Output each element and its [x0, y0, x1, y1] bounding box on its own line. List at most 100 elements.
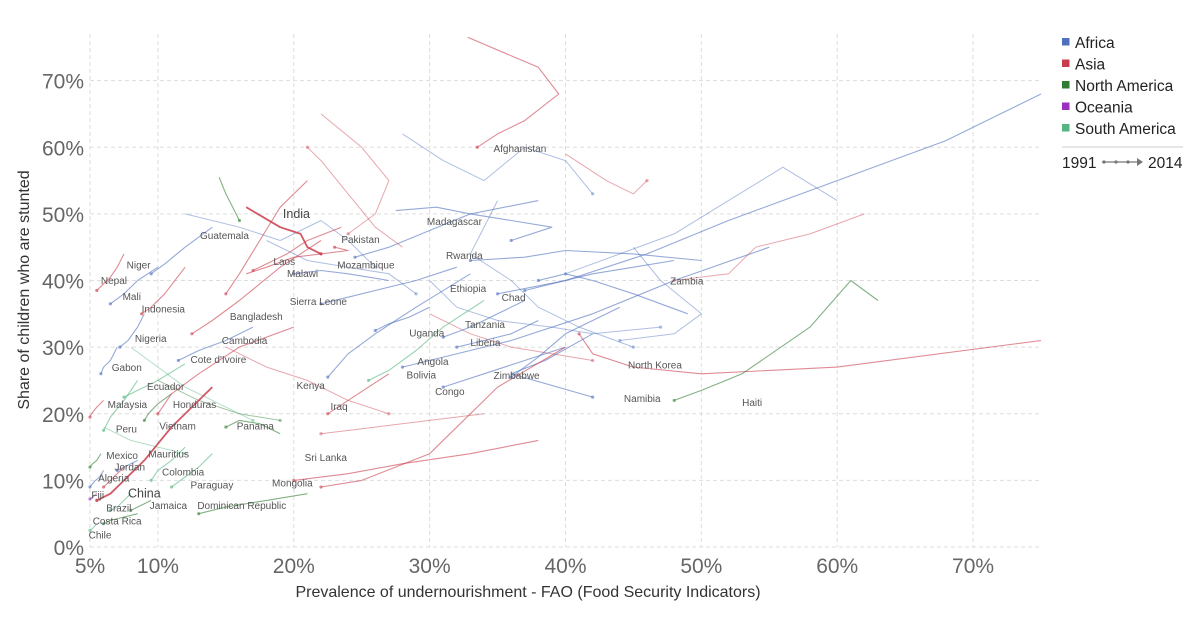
- country-line-costa-rica: [103, 513, 138, 525]
- x-tick-label: 10%: [137, 555, 179, 578]
- country-endpoint-india: [319, 252, 323, 256]
- country-endpoint-rwanda: [468, 258, 472, 263]
- legend-label-africa[interactable]: Africa: [1075, 35, 1115, 52]
- background-country-line: [402, 133, 594, 195]
- background-country-line: [157, 379, 281, 421]
- background-country-line: [565, 153, 648, 195]
- y-tick-label: 50%: [42, 204, 84, 227]
- country-label-zimbabwe: Zimbabwe: [493, 371, 540, 382]
- country-endpoint-malaysia: [88, 415, 92, 419]
- background-country-endpoint: [387, 412, 391, 416]
- background-country-line: [130, 346, 254, 421]
- country-line-nepal: [96, 253, 125, 291]
- background-country-line: [674, 213, 865, 281]
- country-endpoint-mozambique: [353, 255, 357, 259]
- country-label-chile: Chile: [89, 530, 112, 541]
- legend-label-south-america[interactable]: South America: [1075, 121, 1176, 138]
- country-line-zimbabwe: [510, 306, 621, 378]
- country-line-guatemala: [218, 176, 240, 221]
- background-country-line: [320, 113, 390, 235]
- country-line-mozambique: [354, 200, 539, 258]
- y-tick-label: 60%: [42, 137, 84, 160]
- legend-swatch-south-america[interactable]: [1062, 124, 1070, 132]
- country-label-afghanistan: Afghanistan: [493, 144, 546, 155]
- country-label-cote-d-ivoire: Cote d'Ivoire: [191, 355, 247, 366]
- country-line-colombia: [150, 446, 186, 481]
- y-tick-label: 0%: [54, 537, 84, 560]
- x-axis-title: Prevalence of undernourishment - FAO (Fo…: [295, 584, 760, 601]
- x-axis-ticks: 5% 10% 20% 30% 40% 50% 60% 70%: [75, 555, 994, 578]
- country-endpoint-honduras: [142, 418, 146, 423]
- legend-label-oceania[interactable]: Oceania: [1075, 100, 1133, 117]
- legend-label-north-america[interactable]: North America: [1075, 78, 1174, 95]
- country-line-chad: [524, 259, 675, 292]
- legend-swatch-oceania[interactable]: [1062, 102, 1070, 111]
- legend-label-asia[interactable]: Asia: [1075, 57, 1106, 74]
- country-line-north-korea: [578, 333, 1042, 375]
- background-country-line: [619, 246, 702, 341]
- y-tick-label: 20%: [42, 404, 84, 427]
- country-line-rwanda: [470, 249, 702, 262]
- country-endpoint-chad: [523, 288, 527, 293]
- country-label-sri-lanka: Sri Lanka: [305, 453, 348, 464]
- country-line-mexico: [89, 453, 102, 468]
- y-axis-ticks: 0% 10% 20% 30% 40% 50% 60% 70%: [42, 71, 84, 560]
- country-endpoint-fiji: [88, 497, 92, 501]
- time-legend: 1991 2014: [1062, 146, 1183, 172]
- country-line-bangladesh: [225, 180, 308, 295]
- background-country-line: [469, 200, 634, 348]
- country-endpoint-nepal: [95, 288, 99, 293]
- country-endpoint-kenya: [326, 375, 330, 379]
- country-label-mali: Mali: [123, 292, 141, 303]
- country-label-nigeria: Nigeria: [135, 334, 167, 345]
- country-line-kenya: [327, 273, 471, 378]
- country-line-namibia: [510, 333, 593, 398]
- legend-swatch-north-america[interactable]: [1062, 81, 1070, 89]
- country-line-paraguay: [171, 453, 213, 488]
- country-labels: Afghanistan Madagascar Pakistan Mozambique R…: [89, 144, 762, 541]
- country-line-jamaica: [130, 499, 152, 511]
- country-endpoint-chile: [88, 528, 92, 532]
- country-endpoint-congo: [441, 385, 445, 389]
- country-endpoint-namibia: [591, 395, 595, 399]
- country-endpoint-jordan: [101, 485, 106, 489]
- country-line-malawi: [293, 269, 389, 282]
- country-label-vietnam: Vietnam: [159, 422, 196, 433]
- country-label-ecuador: Ecuador: [147, 382, 185, 393]
- background-country-line: [429, 280, 661, 335]
- country-endpoint-dominican-republic: [197, 512, 201, 516]
- grid: [89, 34, 1041, 548]
- country-line-uganda: [375, 306, 430, 331]
- background-country-line: [225, 346, 390, 415]
- country-label-fiji: Fiji: [91, 490, 104, 501]
- country-label-gabon: Gabon: [112, 363, 142, 374]
- legend-swatch-africa[interactable]: [1062, 38, 1070, 46]
- y-tick-label: 70%: [42, 71, 84, 94]
- country-label-chad: Chad: [502, 293, 526, 304]
- country-endpoint-malawi: [292, 272, 296, 276]
- country-label-jordan: Jordan: [114, 462, 145, 473]
- country-label-ethiopia: Ethiopia: [450, 284, 487, 295]
- y-tick-label: 10%: [42, 470, 84, 493]
- background-country-endpoint: [278, 418, 282, 423]
- country-label-honduras: Honduras: [173, 400, 216, 411]
- x-tick-label: 50%: [680, 555, 722, 578]
- legend-swatch-asia[interactable]: [1062, 59, 1070, 68]
- country-label-mongolia: Mongolia: [272, 478, 313, 489]
- background-country-line: [565, 166, 838, 275]
- country-lines: [88, 36, 1042, 532]
- country-label-madagascar: Madagascar: [427, 217, 483, 228]
- country-endpoint-bangladesh: [224, 292, 228, 296]
- country-label-angola: Angola: [417, 357, 449, 368]
- country-endpoint-brazil: [108, 508, 112, 512]
- country-label-colombia: Colombia: [162, 468, 205, 479]
- country-line-laos: [252, 226, 342, 271]
- background-country-endpoint: [251, 418, 255, 423]
- country-line-algeria: [89, 470, 105, 488]
- country-endpoint-vietnam: [156, 412, 160, 416]
- country-label-haiti: Haiti: [742, 398, 762, 409]
- country-label-algeria: Algeria: [98, 474, 130, 485]
- country-label-bolivia: Bolivia: [407, 370, 437, 381]
- country-label-pakistan: Pakistan: [341, 235, 379, 246]
